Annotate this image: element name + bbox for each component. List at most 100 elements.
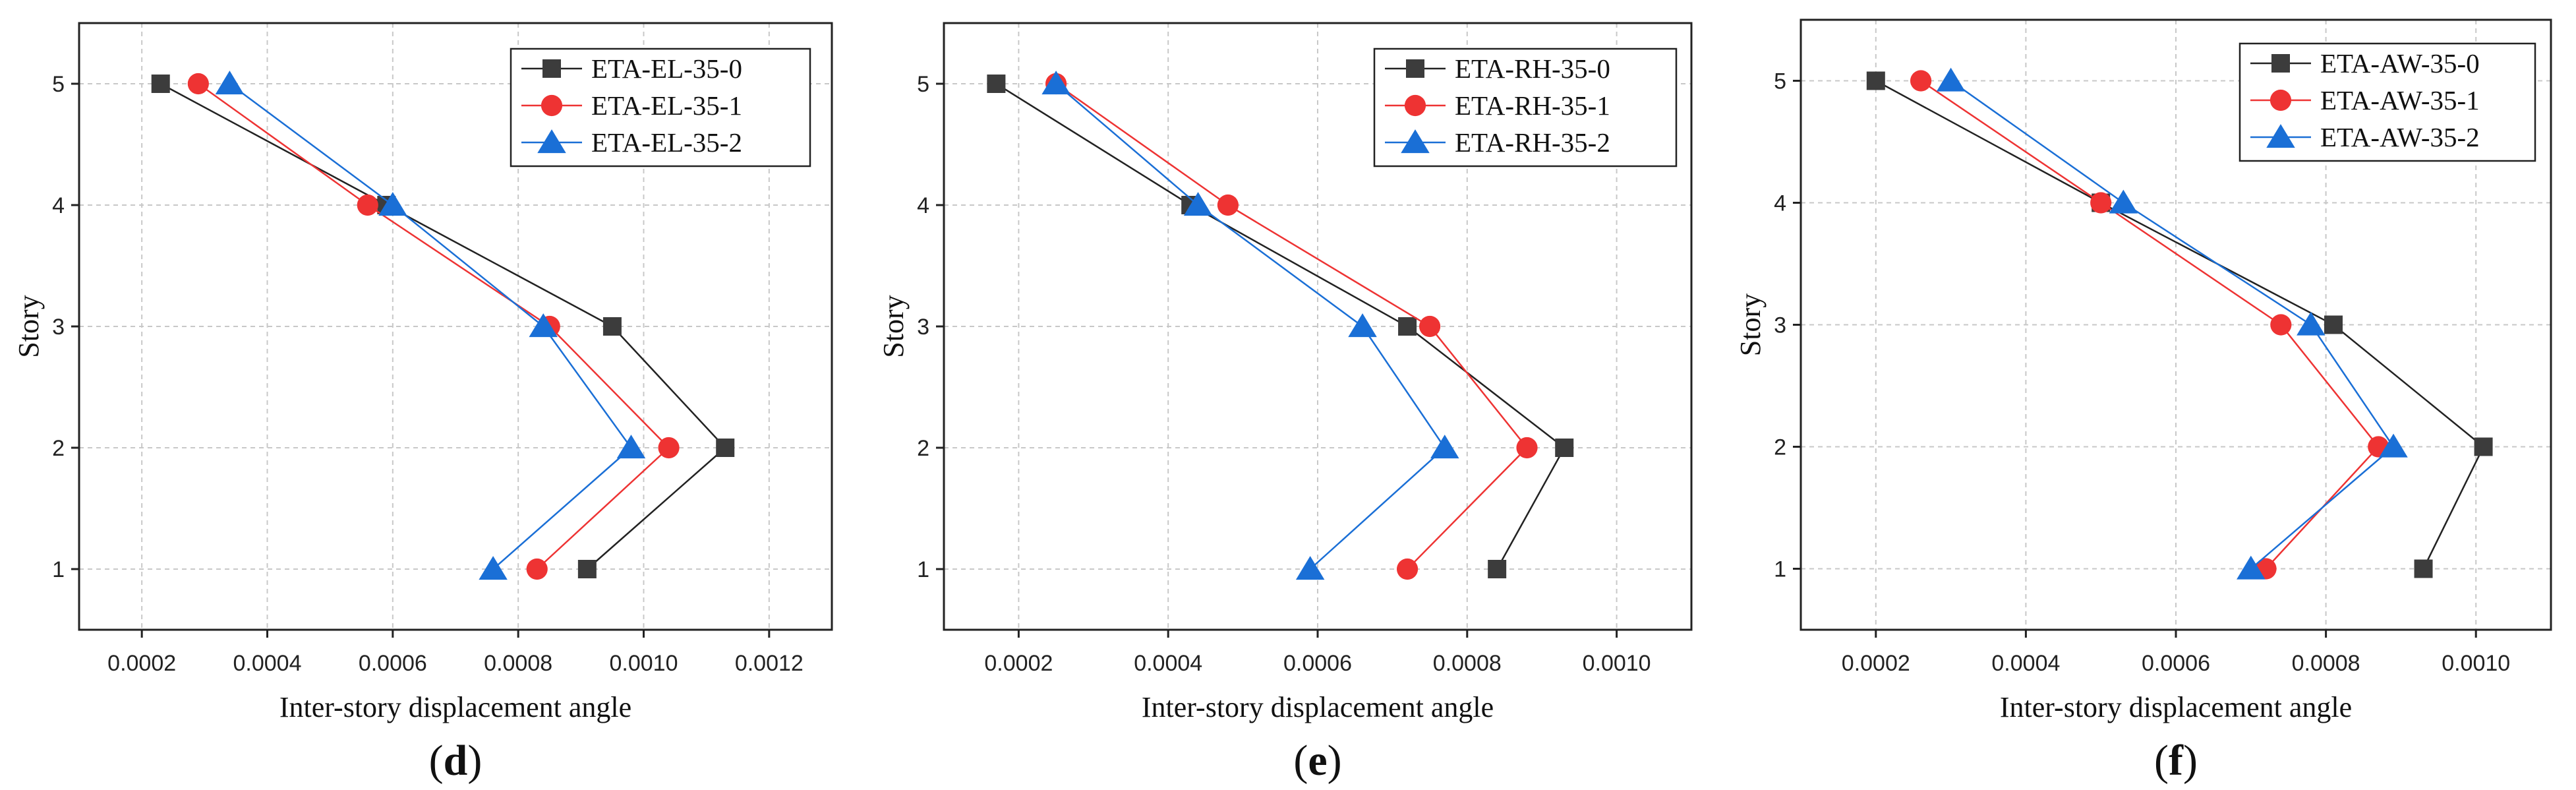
legend-marker-ETA-EL-35-0 [542, 59, 561, 78]
data-point-ETA-AW-35-1-story-3 [2270, 314, 2292, 336]
x-tick-label: 0.0006 [2142, 651, 2210, 676]
x-tick-label: 0.0010 [1583, 651, 1651, 676]
x-tick-label: 0.0006 [359, 651, 427, 676]
panel-label-f: (f) [2154, 737, 2198, 785]
y-tick-label: 4 [917, 193, 929, 218]
panel-label-open-paren: ( [429, 737, 444, 785]
data-point-ETA-EL-35-2-story-2 [616, 435, 646, 459]
x-tick-label: 0.0008 [2292, 651, 2360, 676]
y-tick-label: 4 [52, 193, 65, 218]
x-tick-label: 0.0004 [1991, 651, 2060, 676]
y-tick-label: 3 [917, 315, 929, 340]
data-point-ETA-AW-35-2-story-3 [2297, 311, 2326, 336]
x-tick-label: 0.0010 [2442, 651, 2510, 676]
data-point-ETA-RH-35-0-story-3 [1398, 317, 1417, 336]
data-point-ETA-RH-35-1-story-4 [1217, 194, 1239, 216]
data-point-ETA-RH-35-1-story-1 [1396, 558, 1419, 580]
y-tick-label: 2 [1774, 435, 1786, 460]
data-point-ETA-AW-35-0-story-1 [2414, 559, 2433, 578]
data-point-ETA-AW-35-2-story-5 [1936, 67, 1966, 92]
data-point-ETA-AW-35-1-story-4 [2090, 192, 2112, 214]
x-tick-label: 0.0008 [1433, 651, 1502, 676]
data-point-ETA-AW-35-1-story-5 [1910, 70, 1932, 92]
legend-label-ETA-AW-35-2: ETA-AW-35-2 [2320, 122, 2480, 152]
data-point-ETA-AW-35-0-story-5 [1866, 71, 1885, 90]
panel-label-e: (e) [1293, 737, 1341, 785]
data-point-ETA-RH-35-0-story-1 [1488, 560, 1507, 578]
data-point-ETA-AW-35-2-story-4 [2109, 189, 2138, 214]
panel-label-close-paren: ) [1328, 737, 1342, 785]
data-point-ETA-EL-35-0-story-1 [577, 560, 597, 578]
y-tick-label: 1 [52, 557, 65, 582]
legend-marker-ETA-RH-35-1 [1404, 94, 1426, 117]
chart-panel-f: 0.0002 0.0004 0.0006 0.0008 0.0010 1 2 3 4 5 Inter… [1734, 18, 2552, 785]
x-tick-label: 0.0004 [1134, 651, 1202, 676]
y-axis-label: Story [877, 295, 910, 357]
data-point-ETA-RH-35-0-story-5 [987, 75, 1006, 93]
data-point-ETA-RH-35-2-story-2 [1430, 435, 1459, 459]
x-tick-label: 0.0012 [735, 651, 804, 676]
data-point-ETA-EL-35-0-story-5 [151, 75, 170, 93]
data-point-ETA-EL-35-0-story-2 [716, 439, 735, 457]
data-point-ETA-RH-35-1-story-2 [1516, 437, 1538, 459]
legend-label-ETA-RH-35-2: ETA-RH-35-2 [1455, 127, 1610, 158]
data-point-ETA-EL-35-2-story-5 [215, 71, 245, 95]
data-point-ETA-EL-35-0-story-3 [602, 317, 622, 336]
legend-marker-ETA-EL-35-2 [537, 129, 566, 154]
panel-label-letter: f [2169, 737, 2184, 785]
y-axis-label: Story [1734, 293, 1767, 356]
data-point-ETA-EL-35-2-story-4 [378, 192, 407, 216]
x-tick-label: 0.0006 [1283, 651, 1352, 676]
legend-label-ETA-EL-35-0: ETA-EL-35-0 [591, 53, 742, 84]
y-tick-label: 1 [1774, 557, 1786, 582]
x-tick-label: 0.0004 [233, 651, 302, 676]
data-point-ETA-RH-35-2-story-5 [1041, 71, 1070, 95]
y-tick-label: 3 [52, 315, 65, 340]
legend-label-ETA-EL-35-1: ETA-EL-35-1 [591, 90, 742, 121]
y-tick-label: 2 [917, 436, 929, 461]
data-point-ETA-EL-35-1-story-4 [357, 194, 378, 216]
chart-panel-d: 0.0002 0.0004 0.0006 0.0008 0.0010 0.0012 1 2 3 4… [13, 22, 833, 785]
panel-label-close-paren: ) [2183, 737, 2198, 785]
data-point-ETA-EL-35-1-story-2 [658, 437, 680, 459]
legend-marker-ETA-RH-35-2 [1401, 129, 1430, 154]
panel-label-close-paren: ) [467, 737, 482, 785]
x-tick-label: 0.0002 [107, 651, 176, 676]
data-point-ETA-RH-35-0-story-2 [1555, 439, 1574, 457]
data-point-ETA-AW-35-0-story-2 [2474, 437, 2493, 456]
y-tick-label: 2 [52, 436, 65, 461]
y-tick-label: 5 [917, 72, 929, 97]
y-axis-label: Story [13, 295, 45, 357]
panel-label-letter: d [444, 737, 468, 785]
chart-panel-e: 0.0002 0.0004 0.0006 0.0008 0.0010 1 2 3 4 5 Inter… [877, 22, 1693, 785]
legend-label-ETA-RH-35-0: ETA-RH-35-0 [1455, 53, 1610, 84]
data-point-ETA-EL-35-2-story-1 [479, 556, 508, 580]
data-point-ETA-AW-35-0-story-3 [2324, 315, 2343, 334]
legend-label-ETA-RH-35-1: ETA-RH-35-1 [1455, 90, 1610, 121]
panel-label-open-paren: ( [1293, 737, 1308, 785]
legend-marker-ETA-AW-35-1 [2269, 89, 2292, 111]
data-point-ETA-EL-35-2-story-3 [529, 313, 558, 338]
y-tick-label: 5 [52, 72, 65, 97]
data-point-ETA-AW-35-2-story-2 [2379, 433, 2408, 458]
data-point-ETA-RH-35-2-story-4 [1183, 192, 1213, 216]
legend-marker-ETA-AW-35-0 [2271, 54, 2290, 73]
panel-label-letter: e [1308, 737, 1327, 785]
legend-marker-ETA-AW-35-2 [2266, 124, 2295, 148]
y-tick-label: 5 [1774, 69, 1786, 94]
data-point-ETA-EL-35-1-story-1 [526, 558, 548, 580]
x-tick-label: 0.0008 [484, 651, 552, 676]
data-point-ETA-RH-35-2-story-3 [1348, 313, 1377, 338]
legend-marker-ETA-EL-35-1 [541, 94, 563, 117]
legend-label-ETA-EL-35-2: ETA-EL-35-2 [591, 127, 742, 158]
data-point-ETA-RH-35-1-story-3 [1419, 315, 1441, 338]
y-tick-label: 3 [1774, 313, 1786, 338]
y-tick-label: 1 [917, 557, 929, 582]
data-point-ETA-RH-35-2-story-1 [1295, 556, 1325, 580]
y-tick-label: 4 [1774, 191, 1786, 216]
x-tick-label: 0.0002 [984, 651, 1053, 676]
legend-label-ETA-AW-35-1: ETA-AW-35-1 [2320, 85, 2480, 115]
panel-label-d: (d) [429, 737, 483, 785]
legend-marker-ETA-RH-35-0 [1406, 59, 1424, 78]
